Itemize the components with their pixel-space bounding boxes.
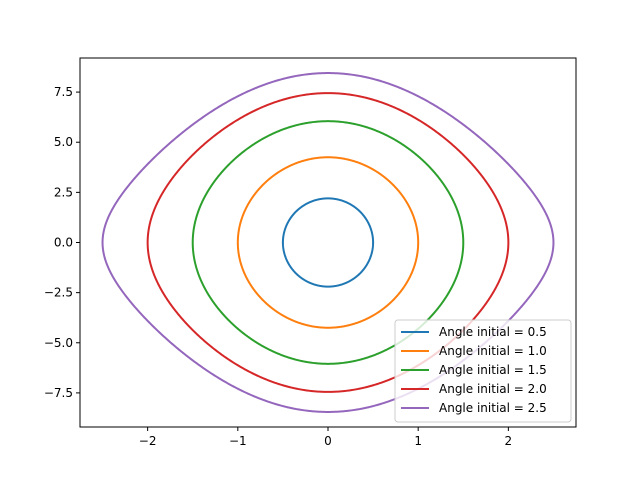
legend-box [394,319,572,423]
legend-label-1: Angle initial = 0.5 [439,325,547,339]
x-tick-label: −2 [139,434,157,448]
x-tick-label: 1 [414,434,422,448]
x-tick-label: 2 [505,434,513,448]
legend-label-3: Angle initial = 1.5 [439,363,547,377]
series-curve-2 [236,156,420,329]
x-axis: −2 −1 0 1 2 [139,427,512,448]
y-tick-label: 0.0 [54,236,73,250]
y-tick-label: 7.5 [54,85,73,99]
x-tick-label: −1 [229,434,247,448]
y-tick-label: −2.5 [44,286,73,300]
series-curve-1 [281,197,375,288]
y-tick-label: −5.0 [44,336,73,350]
legend-label-5: Angle initial = 2.5 [439,401,547,415]
y-tick-label: −7.5 [44,386,73,400]
legend-label-4: Angle initial = 2.0 [439,382,547,396]
y-tick-label: 2.5 [54,185,73,199]
legend: Angle initial = 0.5 Angle initial = 1.0 An… [394,319,572,423]
y-axis: −7.5 −5.0 −2.5 0.0 2.5 5.0 7.5 [44,85,80,400]
y-tick-label: 5.0 [54,135,73,149]
x-tick-label: 0 [324,434,332,448]
legend-label-2: Angle initial = 1.0 [439,344,547,358]
